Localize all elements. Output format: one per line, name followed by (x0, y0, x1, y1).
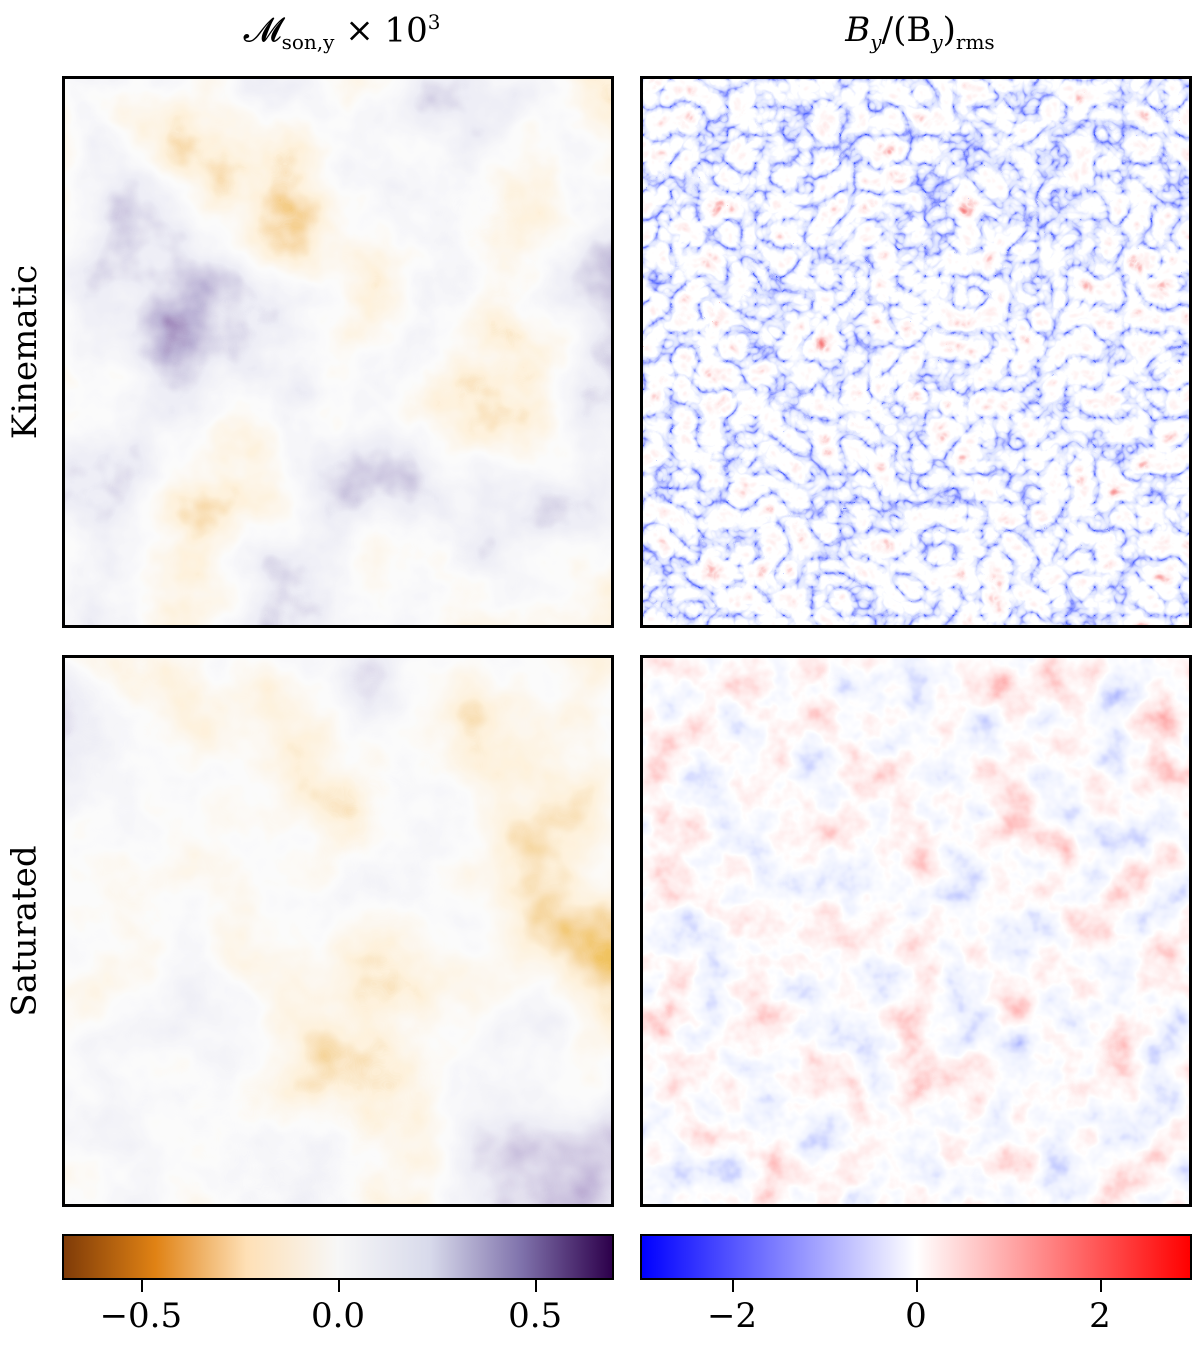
row-label-text: Saturated (5, 845, 46, 1017)
field-saturated-image (643, 658, 1189, 1204)
title-times: × 10 (334, 10, 428, 51)
title-symbol: 𝓜 (243, 10, 282, 51)
title-b: B (845, 10, 871, 50)
mach-colorbar-ticks: −0.5 0.0 0.5 (62, 1280, 614, 1350)
title-mid: /(B (881, 10, 932, 50)
row-label-saturated: Saturated (0, 655, 50, 1207)
field-kinematic-panel (640, 76, 1192, 628)
title-subscript: son,y (281, 30, 335, 55)
field-colorbar-ticks: −2 0 2 (640, 1280, 1192, 1350)
title-sub-y: y (870, 29, 882, 54)
mach-colorbar (62, 1234, 614, 1280)
colorbar-tick (1100, 1280, 1102, 1292)
field-kinematic-image (643, 79, 1189, 625)
colorbar-tick-label: 0.0 (310, 1296, 366, 1336)
colorbar-tick (916, 1280, 918, 1292)
colorbar-tick (732, 1280, 734, 1292)
title-sub-y2: y (931, 29, 943, 54)
mach-saturated-image (65, 658, 611, 1204)
colorbar-tick-label: 2 (1089, 1296, 1111, 1336)
colorbar-tick-label: 0 (905, 1296, 927, 1336)
colorbar-tick-label: −0.5 (99, 1296, 183, 1336)
mach-kinematic-image (65, 79, 611, 625)
field-column-title: By/(By)rms (640, 10, 1200, 54)
field-colorbar (640, 1234, 1192, 1280)
colorbar-tick-label: −2 (706, 1296, 758, 1336)
title-paren: ) (942, 10, 956, 50)
mach-kinematic-panel (62, 76, 614, 628)
row-label-kinematic: Kinematic (0, 76, 50, 628)
row-label-text: Kinematic (5, 264, 46, 440)
colorbar-tick (338, 1280, 340, 1292)
colorbar-tick-label: 0.5 (508, 1296, 563, 1336)
title-exponent: 3 (427, 10, 441, 34)
title-sub-rms: rms (955, 29, 995, 54)
mach-column-title: 𝓜son,y × 103 (62, 10, 622, 54)
colorbar-tick (535, 1280, 538, 1292)
mach-saturated-panel (62, 655, 614, 1207)
colorbar-tick (140, 1280, 143, 1292)
field-saturated-panel (640, 655, 1192, 1207)
